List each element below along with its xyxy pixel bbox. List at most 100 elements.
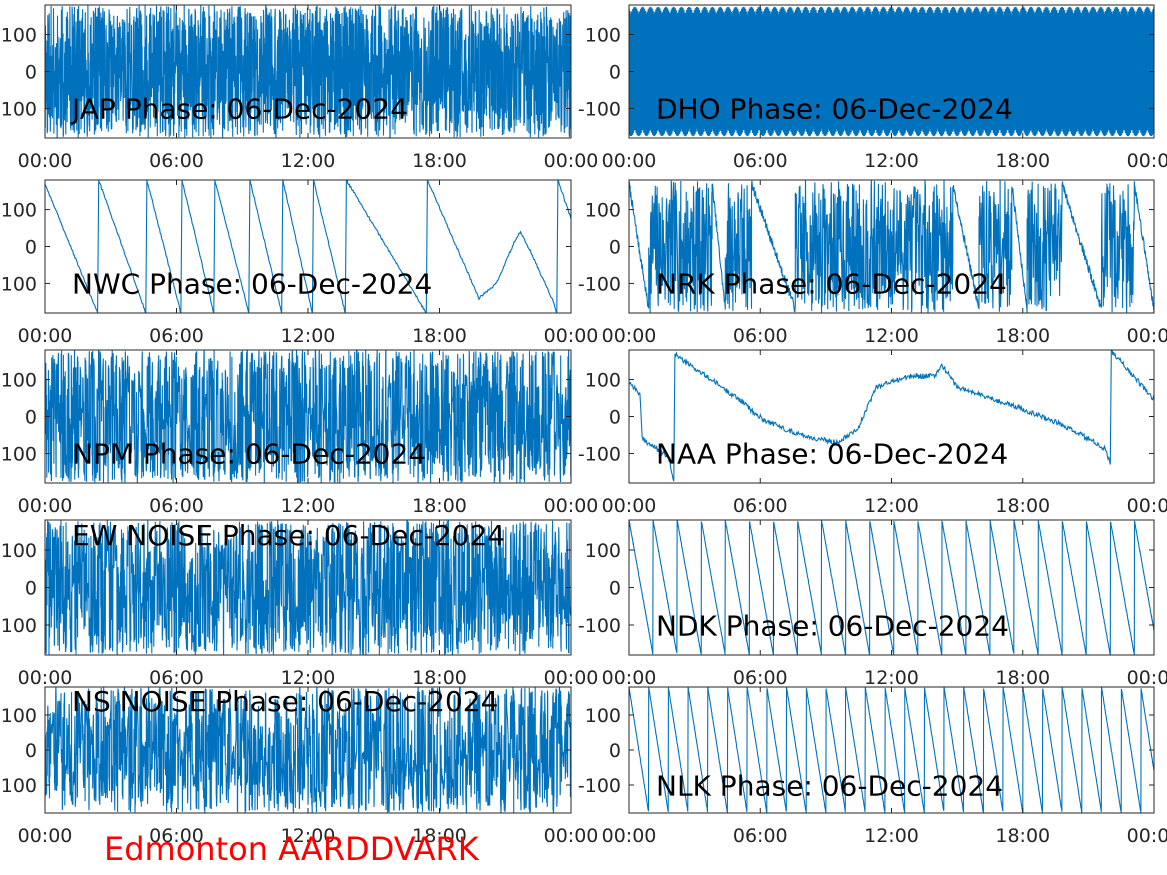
- chart-panel-naa: -100 0 100 00:00 06:00 12:00 18:00 00:00 NAA Pha…: [578, 349, 1167, 517]
- y-tick-label: 100: [585, 540, 621, 562]
- series-line-nrk-0: [629, 180, 1154, 313]
- chart-panel-dho: -100 0 100 00:00 06:00 12:00 18:00 00:00 DHO Pha…: [578, 4, 1167, 172]
- x-tick-label: 00:00: [544, 825, 599, 847]
- x-tick-label: 00:00: [602, 325, 657, 347]
- x-tick-label: 00:00: [544, 150, 599, 172]
- y-tick-label: 0: [25, 407, 37, 429]
- chart-title-ew: EW NOISE Phase: 06-Dec-2024: [72, 519, 505, 552]
- x-tick-label: 06:00: [149, 325, 204, 347]
- x-tick-label: 06:00: [733, 495, 788, 517]
- series-line-ns-0: [45, 687, 571, 813]
- y-tick-label: -100: [578, 615, 621, 637]
- series-line-jap-0: [45, 5, 571, 138]
- y-tick-label: 100: [1, 705, 37, 727]
- y-tick-label: -100: [578, 98, 621, 120]
- chart-title-nrk: NRK Phase: 06-Dec-2024: [656, 268, 1007, 301]
- series-line-ew-0: [45, 520, 571, 655]
- x-tick-label: 00:00: [18, 825, 73, 847]
- chart-title-ns: NS NOISE Phase: 06-Dec-2024: [72, 685, 498, 718]
- y-tick-label: -100: [578, 775, 621, 797]
- x-tick-label: 12:00: [864, 825, 919, 847]
- x-tick-label: 18:00: [412, 667, 467, 689]
- x-tick-label: 12:00: [864, 667, 919, 689]
- x-tick-label: 00:00: [602, 667, 657, 689]
- x-tick-label: 18:00: [995, 325, 1050, 347]
- y-tick-label: 100: [585, 705, 621, 727]
- x-tick-label: 12:00: [281, 495, 336, 517]
- x-tick-label: 12:00: [281, 825, 336, 847]
- y-tick-label: 0: [25, 740, 37, 762]
- y-tick-label: 0: [25, 237, 37, 259]
- x-tick-label: 06:00: [149, 825, 204, 847]
- chart-panel-ew: -100 0 100 00:00 06:00 12:00 18:00 00:00 EW NOIS…: [0, 519, 598, 689]
- y-tick-label: -100: [0, 98, 37, 120]
- chart-title-ndk: NDK Phase: 06-Dec-2024: [656, 609, 1009, 642]
- x-tick-label: 06:00: [733, 150, 788, 172]
- series-line-ndk-0: [629, 520, 1154, 655]
- x-tick-label: 06:00: [149, 150, 204, 172]
- x-tick-label: 00:00: [602, 495, 657, 517]
- chart-title-npm: NPM Phase: 06-Dec-2024: [72, 438, 426, 471]
- y-tick-label: 0: [25, 62, 37, 84]
- y-tick-label: -100: [578, 443, 621, 465]
- x-tick-label: 00:00: [18, 150, 73, 172]
- x-tick-label: 12:00: [864, 325, 919, 347]
- x-tick-label: 18:00: [995, 495, 1050, 517]
- chart-panel-nrk: -100 0 100 00:00 06:00 12:00 18:00 00:00 NRK Pha…: [578, 179, 1167, 347]
- x-tick-label: 00:00: [1127, 825, 1167, 847]
- series-line-naa-0: [629, 350, 1154, 482]
- y-tick-label: 100: [1, 25, 37, 47]
- y-tick-label: 100: [1, 200, 37, 222]
- x-tick-label: 00:00: [1127, 667, 1167, 689]
- x-tick-label: 00:00: [1127, 150, 1167, 172]
- y-tick-label: 0: [609, 62, 621, 84]
- chart-panel-ns: -100 0 100 00:00 06:00 12:00 18:00 00:00 NS NOIS…: [0, 685, 598, 847]
- chart-title-nwc: NWC Phase: 06-Dec-2024: [72, 268, 432, 301]
- x-tick-label: 06:00: [733, 825, 788, 847]
- x-tick-label: 00:00: [18, 325, 73, 347]
- y-tick-label: 0: [25, 578, 37, 600]
- x-tick-label: 00:00: [544, 325, 599, 347]
- chart-title-nlk: NLK Phase: 06-Dec-2024: [656, 769, 1003, 802]
- series-line-npm-0: [45, 350, 571, 483]
- x-tick-label: 00:00: [544, 495, 599, 517]
- x-tick-label: 12:00: [864, 495, 919, 517]
- y-tick-label: -100: [0, 615, 37, 637]
- x-tick-label: 06:00: [149, 495, 204, 517]
- x-tick-label: 00:00: [602, 150, 657, 172]
- y-tick-label: 100: [585, 200, 621, 222]
- y-tick-label: 0: [609, 237, 621, 259]
- chart-panel-ndk: -100 0 100 00:00 06:00 12:00 18:00 00:00 NDK Pha…: [578, 519, 1167, 689]
- series-line-nwc-0: [45, 180, 571, 313]
- chart-panel-npm: -100 0 100 00:00 06:00 12:00 18:00 00:00 NPM Pha…: [0, 349, 599, 517]
- y-tick-label: -100: [578, 273, 621, 295]
- y-tick-label: 100: [1, 540, 37, 562]
- y-tick-label: 0: [609, 407, 621, 429]
- y-tick-label: -100: [0, 775, 37, 797]
- x-tick-label: 06:00: [733, 667, 788, 689]
- plot-area: [629, 687, 1154, 813]
- x-tick-label: 18:00: [995, 150, 1050, 172]
- series-line-nlk-0: [629, 687, 1154, 813]
- chart-panel-jap: -100 0 100 00:00 06:00 12:00 18:00 00:00 JAP Pha…: [0, 4, 599, 172]
- x-tick-label: 00:00: [18, 667, 73, 689]
- chart-title-dho: DHO Phase: 06-Dec-2024: [656, 93, 1013, 126]
- series-line-dho-0: [629, 6, 1154, 137]
- chart-title-jap: JAP Phase: 06-Dec-2024: [70, 93, 408, 126]
- x-tick-label: 00:00: [1127, 325, 1167, 347]
- y-tick-label: 0: [609, 740, 621, 762]
- x-tick-label: 18:00: [412, 325, 467, 347]
- x-tick-label: 00:00: [602, 825, 657, 847]
- y-tick-label: -100: [0, 443, 37, 465]
- x-tick-label: 18:00: [995, 825, 1050, 847]
- x-tick-label: 12:00: [281, 150, 336, 172]
- x-tick-label: 12:00: [281, 667, 336, 689]
- x-tick-label: 18:00: [995, 667, 1050, 689]
- x-tick-label: 00:00: [18, 495, 73, 517]
- y-tick-label: -100: [0, 273, 37, 295]
- x-tick-label: 18:00: [412, 150, 467, 172]
- x-tick-label: 12:00: [864, 150, 919, 172]
- chart-panel-nlk: -100 0 100 00:00 06:00 12:00 18:00 00:00 NLK Pha…: [578, 686, 1167, 847]
- y-tick-label: 100: [585, 370, 621, 392]
